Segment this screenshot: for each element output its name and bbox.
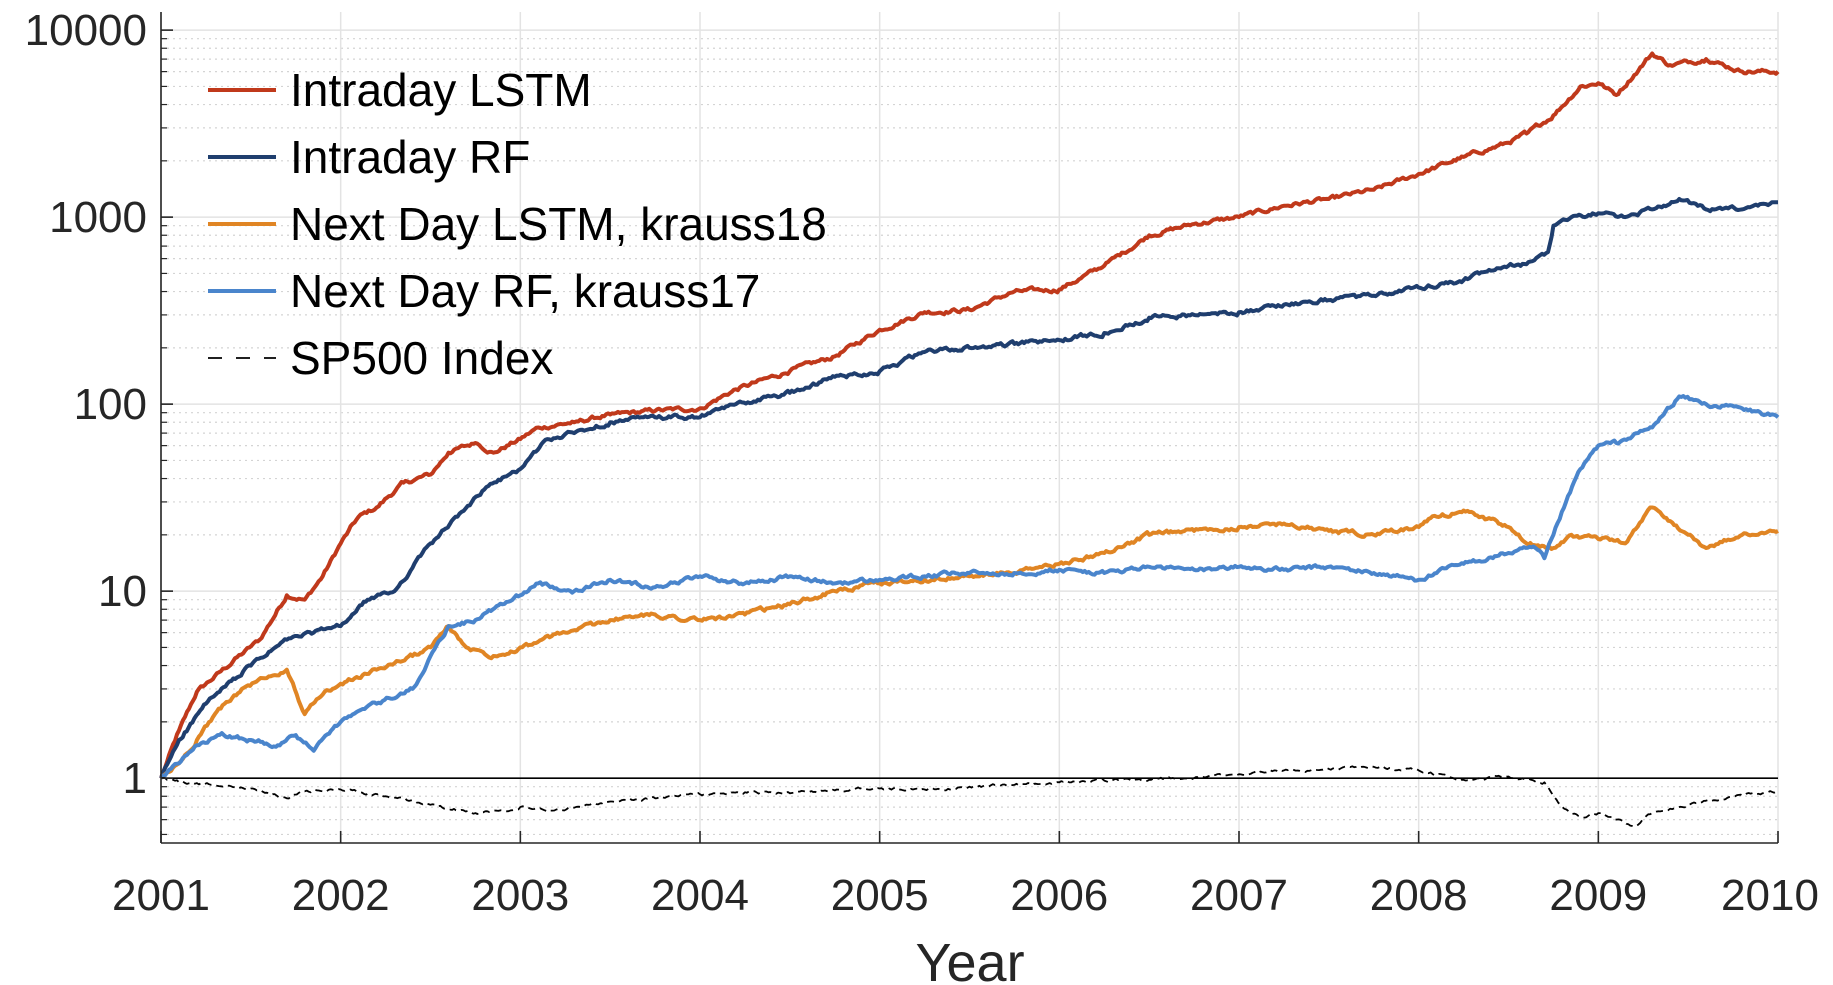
legend-label: Next Day LSTM, krauss18 xyxy=(290,198,827,250)
y-tick-label: 10 xyxy=(98,567,147,616)
x-tick-label: 2007 xyxy=(1190,871,1288,920)
legend: Intraday LSTM Intraday RF Next Day LSTM, k… xyxy=(208,64,827,384)
x-tick-labels: 2001 2002 2003 2004 2005 2006 2007 2008 2009 2010 xyxy=(112,871,1819,920)
x-axis-title: Year xyxy=(915,933,1024,985)
series-line-sp500-index xyxy=(160,765,1779,828)
x-tick-label: 2001 xyxy=(112,871,210,920)
legend-label: Next Day RF, krauss17 xyxy=(290,265,760,317)
axes xyxy=(160,12,1779,844)
series-line-intraday-rf xyxy=(159,197,1778,779)
series-group xyxy=(159,51,1780,828)
x-tick-label: 2006 xyxy=(1010,871,1108,920)
x-tick-label: 2004 xyxy=(651,871,749,920)
x-tick-label: 2010 xyxy=(1721,871,1819,920)
legend-label: SP500 Index xyxy=(290,332,553,384)
series-line-next-day-lstm-krauss18 xyxy=(159,505,1779,780)
legend-label: Intraday RF xyxy=(290,131,530,183)
y-tick-label: 1 xyxy=(123,754,147,803)
series-line-intraday-lstm xyxy=(159,51,1780,779)
y-tick-label: 1000 xyxy=(49,193,147,242)
x-tick-label: 2008 xyxy=(1370,871,1468,920)
x-tick-label: 2005 xyxy=(831,871,929,920)
series-line-next-day-rf-krauss17 xyxy=(159,394,1780,780)
y-tick-label: 100 xyxy=(74,380,147,429)
x-tick-label: 2003 xyxy=(471,871,569,920)
y-tick-label: 10000 xyxy=(25,6,147,55)
y-tick-labels: 1 10 100 1000 10000 xyxy=(25,6,147,803)
legend-label: Intraday LSTM xyxy=(290,64,592,116)
x-tick-label: 2002 xyxy=(292,871,390,920)
x-tick-label: 2009 xyxy=(1549,871,1647,920)
